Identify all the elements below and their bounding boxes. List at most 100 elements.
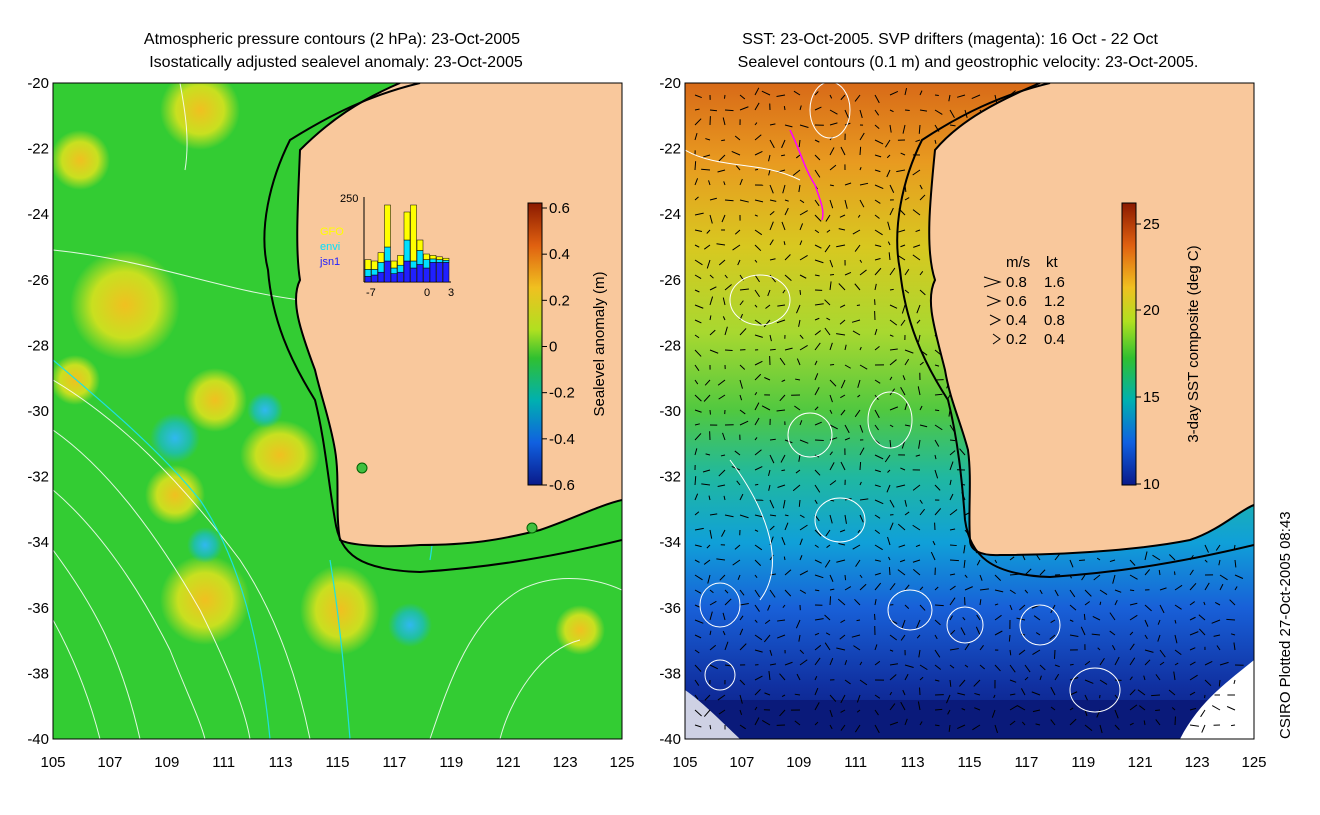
inset-bar-segment	[417, 251, 423, 265]
inset-bar-segment	[385, 261, 391, 282]
credit-text: CSIRO Plotted 27-Oct-2005 08:43	[1277, 511, 1294, 739]
right-y-tick-label: -28	[659, 337, 681, 354]
sst-colorbar-label: 3-day SST composite (deg C)	[1185, 245, 1202, 442]
velocity-arrow	[1130, 590, 1134, 591]
left-y-tick-label: -40	[27, 731, 49, 748]
velocity-arrow	[860, 147, 861, 155]
right-x-tick-label: 123	[1185, 754, 1210, 771]
velocity-arrow	[1054, 650, 1055, 659]
velocity-arrow	[935, 605, 944, 606]
velocity-arrow	[770, 439, 776, 440]
inset-bar-segment	[437, 262, 443, 282]
velocity-arrow	[935, 725, 939, 726]
velocity-arrow	[770, 349, 776, 350]
right-x-tick-label: 109	[786, 754, 811, 771]
inset-xlabel-min: -7	[366, 287, 376, 299]
inset-bar-segment	[398, 272, 404, 282]
velocity-arrow	[1174, 571, 1175, 575]
velocity-arrow	[1219, 680, 1220, 686]
velocity-arrow	[890, 289, 894, 290]
sla-tick-label: 0.4	[549, 246, 570, 263]
velocity-arrow	[935, 709, 942, 710]
velocity-arrow	[830, 596, 831, 605]
left-y-tick-label: -26	[27, 272, 49, 289]
inset-bar-segment	[411, 268, 417, 282]
sst-tick-label: 25	[1143, 216, 1160, 233]
speed-ms-value: 0.2	[1006, 331, 1027, 348]
right-y-tick-label: -26	[659, 272, 681, 289]
inset-bar-segment	[385, 247, 391, 261]
velocity-arrow	[800, 290, 801, 295]
speed-kt-value: 1.2	[1044, 293, 1065, 310]
right-y-tick-label: -30	[659, 403, 681, 420]
sla-tick-label: 0.2	[549, 292, 570, 309]
right-x-tick-label: 111	[844, 754, 867, 771]
right-y-axis: -20-22-24-26-28-30-32-34-36-38-40	[659, 75, 681, 748]
right-y-tick-label: -20	[659, 75, 681, 92]
speed-kt-value: 0.8	[1044, 312, 1065, 329]
speed-ms-value: 0.4	[1006, 312, 1027, 329]
inset-bar-segment	[365, 260, 371, 270]
right-y-tick-label: -34	[659, 534, 681, 551]
left-x-tick-label: 119	[439, 754, 463, 771]
right-x-tick-label: 125	[1241, 754, 1266, 771]
inset-bar-segment	[430, 259, 436, 263]
left-x-tick-label: 121	[496, 754, 521, 771]
right-y-tick-label: -24	[659, 206, 681, 223]
sst-tick-label: 15	[1143, 389, 1160, 406]
velocity-arrow	[1151, 695, 1160, 696]
left-x-tick-label: 115	[326, 754, 350, 771]
inset-ymax: 250	[340, 193, 358, 205]
inset-bar-segment	[443, 260, 449, 262]
velocity-arrow	[889, 567, 890, 575]
land-right	[929, 83, 1254, 555]
velocity-arrow	[784, 106, 785, 110]
inset-bar-segment	[365, 276, 371, 282]
inset-bar-segment	[424, 254, 430, 260]
inset-bar-segment	[443, 258, 449, 260]
right-x-tick-label: 113	[901, 754, 925, 771]
velocity-arrow	[724, 95, 725, 99]
left-y-tick-label: -38	[27, 665, 49, 682]
inset-bar-segment	[411, 205, 417, 261]
right-title-line2: Sealevel contours (0.1 m) and geostrophi…	[738, 54, 1199, 71]
velocity-arrow	[784, 557, 785, 560]
inset-bar-segment	[424, 268, 430, 282]
velocity-arrow	[935, 410, 939, 411]
velocity-arrow	[721, 140, 725, 141]
velocity-arrow	[755, 484, 758, 485]
speed-ms-value: 0.8	[1006, 274, 1027, 291]
inset-bar-segment	[443, 262, 449, 282]
left-y-tick-label: -32	[27, 469, 49, 486]
velocity-arrow	[799, 500, 800, 507]
left-x-tick-label: 125	[609, 754, 634, 771]
velocity-arrow	[1155, 710, 1160, 711]
left-title-line1: Atmospheric pressure contours (2 hPa): 2…	[144, 31, 520, 48]
left-y-tick-label: -34	[27, 534, 49, 551]
velocity-arrow	[1009, 635, 1010, 642]
velocity-arrow	[845, 575, 846, 580]
inset-bar-segment	[430, 255, 436, 259]
left-x-tick-label: 107	[97, 754, 122, 771]
sst-tick-label: 20	[1143, 302, 1160, 319]
inset-bar-segment	[404, 212, 410, 240]
right-y-tick-label: -38	[659, 665, 681, 682]
velocity-arrow	[857, 620, 860, 621]
left-title-line2: Isostatically adjusted sealevel anomaly:…	[149, 54, 523, 71]
inset-bar-segment	[411, 261, 417, 268]
speed-kt-value: 1.6	[1044, 274, 1065, 291]
inset-bar-segment	[430, 262, 436, 282]
left-x-tick-label: 105	[40, 754, 65, 771]
right-x-tick-label: 115	[958, 754, 982, 771]
inset-bar-segment	[378, 253, 384, 263]
velocity-arrow	[1226, 619, 1235, 620]
velocity-arrow	[950, 560, 959, 561]
right-y-tick-label: -36	[659, 600, 681, 617]
sla-tick-label: 0	[549, 339, 557, 356]
sla-tick-label: -0.6	[549, 477, 575, 494]
velocity-arrow	[1084, 614, 1085, 620]
velocity-arrow	[830, 364, 834, 365]
inset-bar-segment	[437, 260, 443, 263]
right-x-tick-label: 107	[729, 754, 754, 771]
